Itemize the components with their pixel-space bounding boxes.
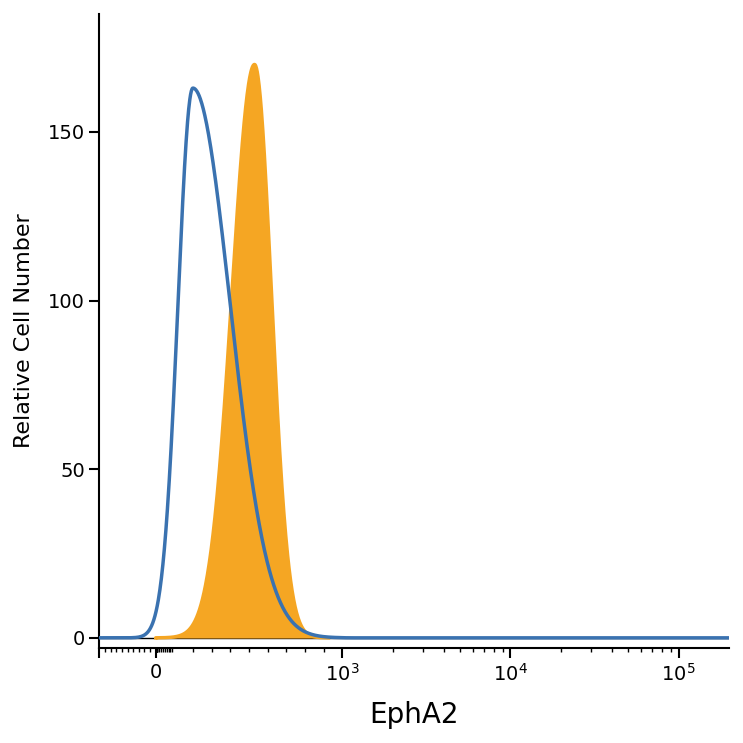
X-axis label: EphA2: EphA2: [369, 701, 459, 729]
Y-axis label: Relative Cell Number: Relative Cell Number: [14, 213, 34, 448]
Polygon shape: [156, 65, 328, 637]
